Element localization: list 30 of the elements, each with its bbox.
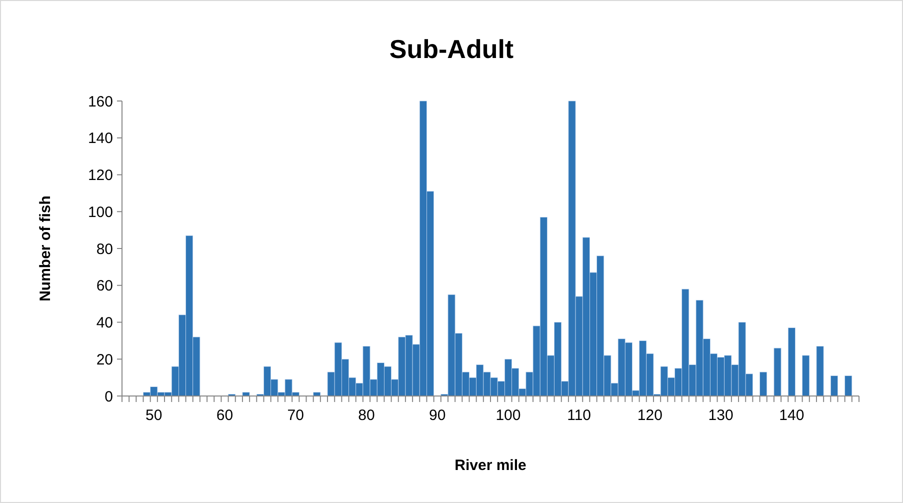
- bar: [816, 346, 824, 396]
- y-axis-title: Number of fish: [37, 196, 54, 302]
- x-tick-label: 130: [708, 407, 734, 424]
- bar: [844, 376, 852, 396]
- x-tick-label: 80: [358, 407, 375, 424]
- x-tick-label: 90: [429, 407, 446, 424]
- y-tick-label: 0: [104, 388, 113, 406]
- chart-title: Sub-Adult: [389, 34, 514, 64]
- bar: [830, 376, 838, 396]
- y-tick-label: 20: [96, 351, 113, 368]
- bar: [802, 355, 810, 396]
- y-tick-label: 40: [96, 314, 113, 332]
- y-tick-label: 100: [88, 204, 113, 221]
- x-tick-label: 100: [496, 407, 521, 424]
- x-tick-label: 70: [287, 407, 304, 424]
- x-tick-label: 120: [637, 407, 662, 424]
- y-tick-label: 60: [96, 278, 113, 295]
- x-tick-label: 60: [216, 407, 234, 424]
- x-tick-label: 50: [146, 407, 162, 424]
- bar: [788, 328, 796, 396]
- x-axis-title: River mile: [454, 457, 526, 474]
- bar: [760, 372, 768, 396]
- y-tick-label: 140: [88, 130, 113, 148]
- x-tick-label: 140: [779, 407, 804, 424]
- x-tick-label: 110: [567, 407, 592, 424]
- bar: [242, 392, 250, 396]
- bar: [774, 348, 782, 396]
- y-tick-label: 120: [88, 167, 113, 184]
- y-tick-label: 80: [96, 240, 113, 258]
- y-tick-label: 160: [88, 93, 113, 110]
